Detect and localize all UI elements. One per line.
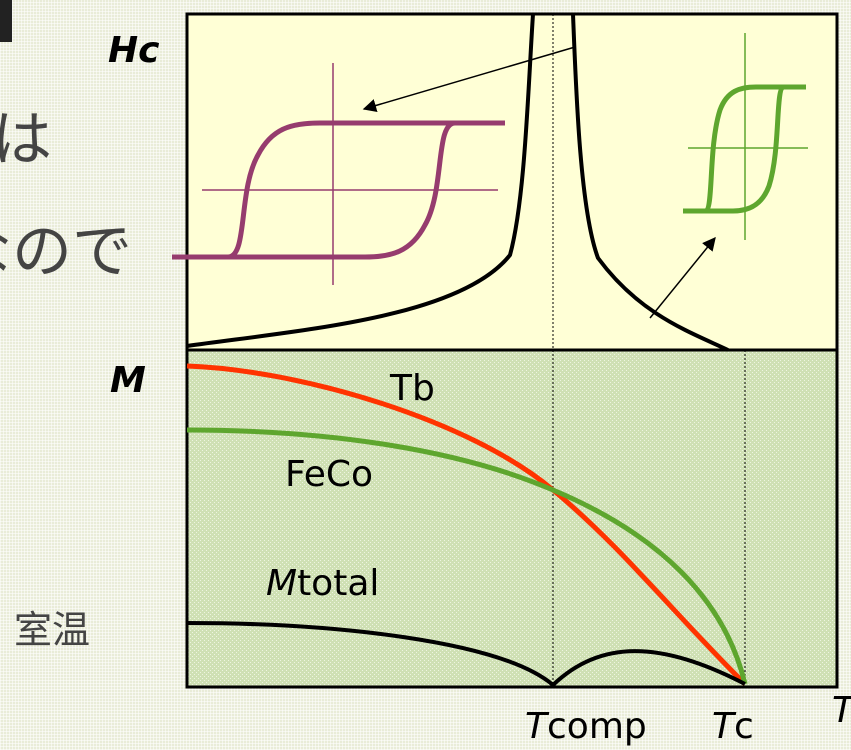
- small-loop-upper-branch: [683, 84, 806, 214]
- m-axis-label: M: [110, 360, 146, 401]
- small-loop-lower-branch: [683, 84, 806, 214]
- tc-label-italic: T: [712, 706, 737, 747]
- feco-curve-label: FeCo: [285, 454, 373, 495]
- large-loop-upper-branch: [172, 120, 505, 260]
- mtotal-label-italic: M: [266, 563, 297, 604]
- tcomp-label-italic: T: [525, 706, 550, 747]
- tc-label-rest: c: [734, 706, 754, 747]
- hc-axis-label: Hc: [108, 30, 159, 71]
- magnetization-panel: [185, 348, 839, 689]
- large-hysteresis-loop: [172, 63, 505, 285]
- tc-label: Tc: [712, 706, 754, 747]
- tcomp-label-rest: comp: [547, 706, 647, 747]
- background-fragment-bar: [0, 0, 12, 42]
- coercivity-curve-right: [571, 13, 729, 352]
- mtotal-curve: [186, 621, 746, 688]
- mtotal-label-rest: total: [297, 563, 379, 604]
- tcomp-label: Tcomp: [525, 706, 647, 747]
- feco-curve: [186, 427, 748, 685]
- background-fragment-text-1: は: [0, 105, 52, 175]
- large-loop-lower-branch: [172, 120, 505, 260]
- mtotal-curve-label: Mtotal: [266, 563, 379, 604]
- small-hysteresis-loop: [683, 33, 808, 240]
- arrow-to-large-loop: [362, 46, 576, 113]
- coercivity-curve-left: [186, 13, 535, 348]
- tb-curve-label: Tb: [389, 368, 435, 409]
- arrow-to-small-loop: [649, 236, 716, 319]
- temperature-axis-label: T: [832, 690, 851, 731]
- room-temperature-label: 室温: [14, 608, 90, 652]
- coercivity-panel: [185, 12, 839, 352]
- background-fragment-text-2: なので: [0, 217, 132, 287]
